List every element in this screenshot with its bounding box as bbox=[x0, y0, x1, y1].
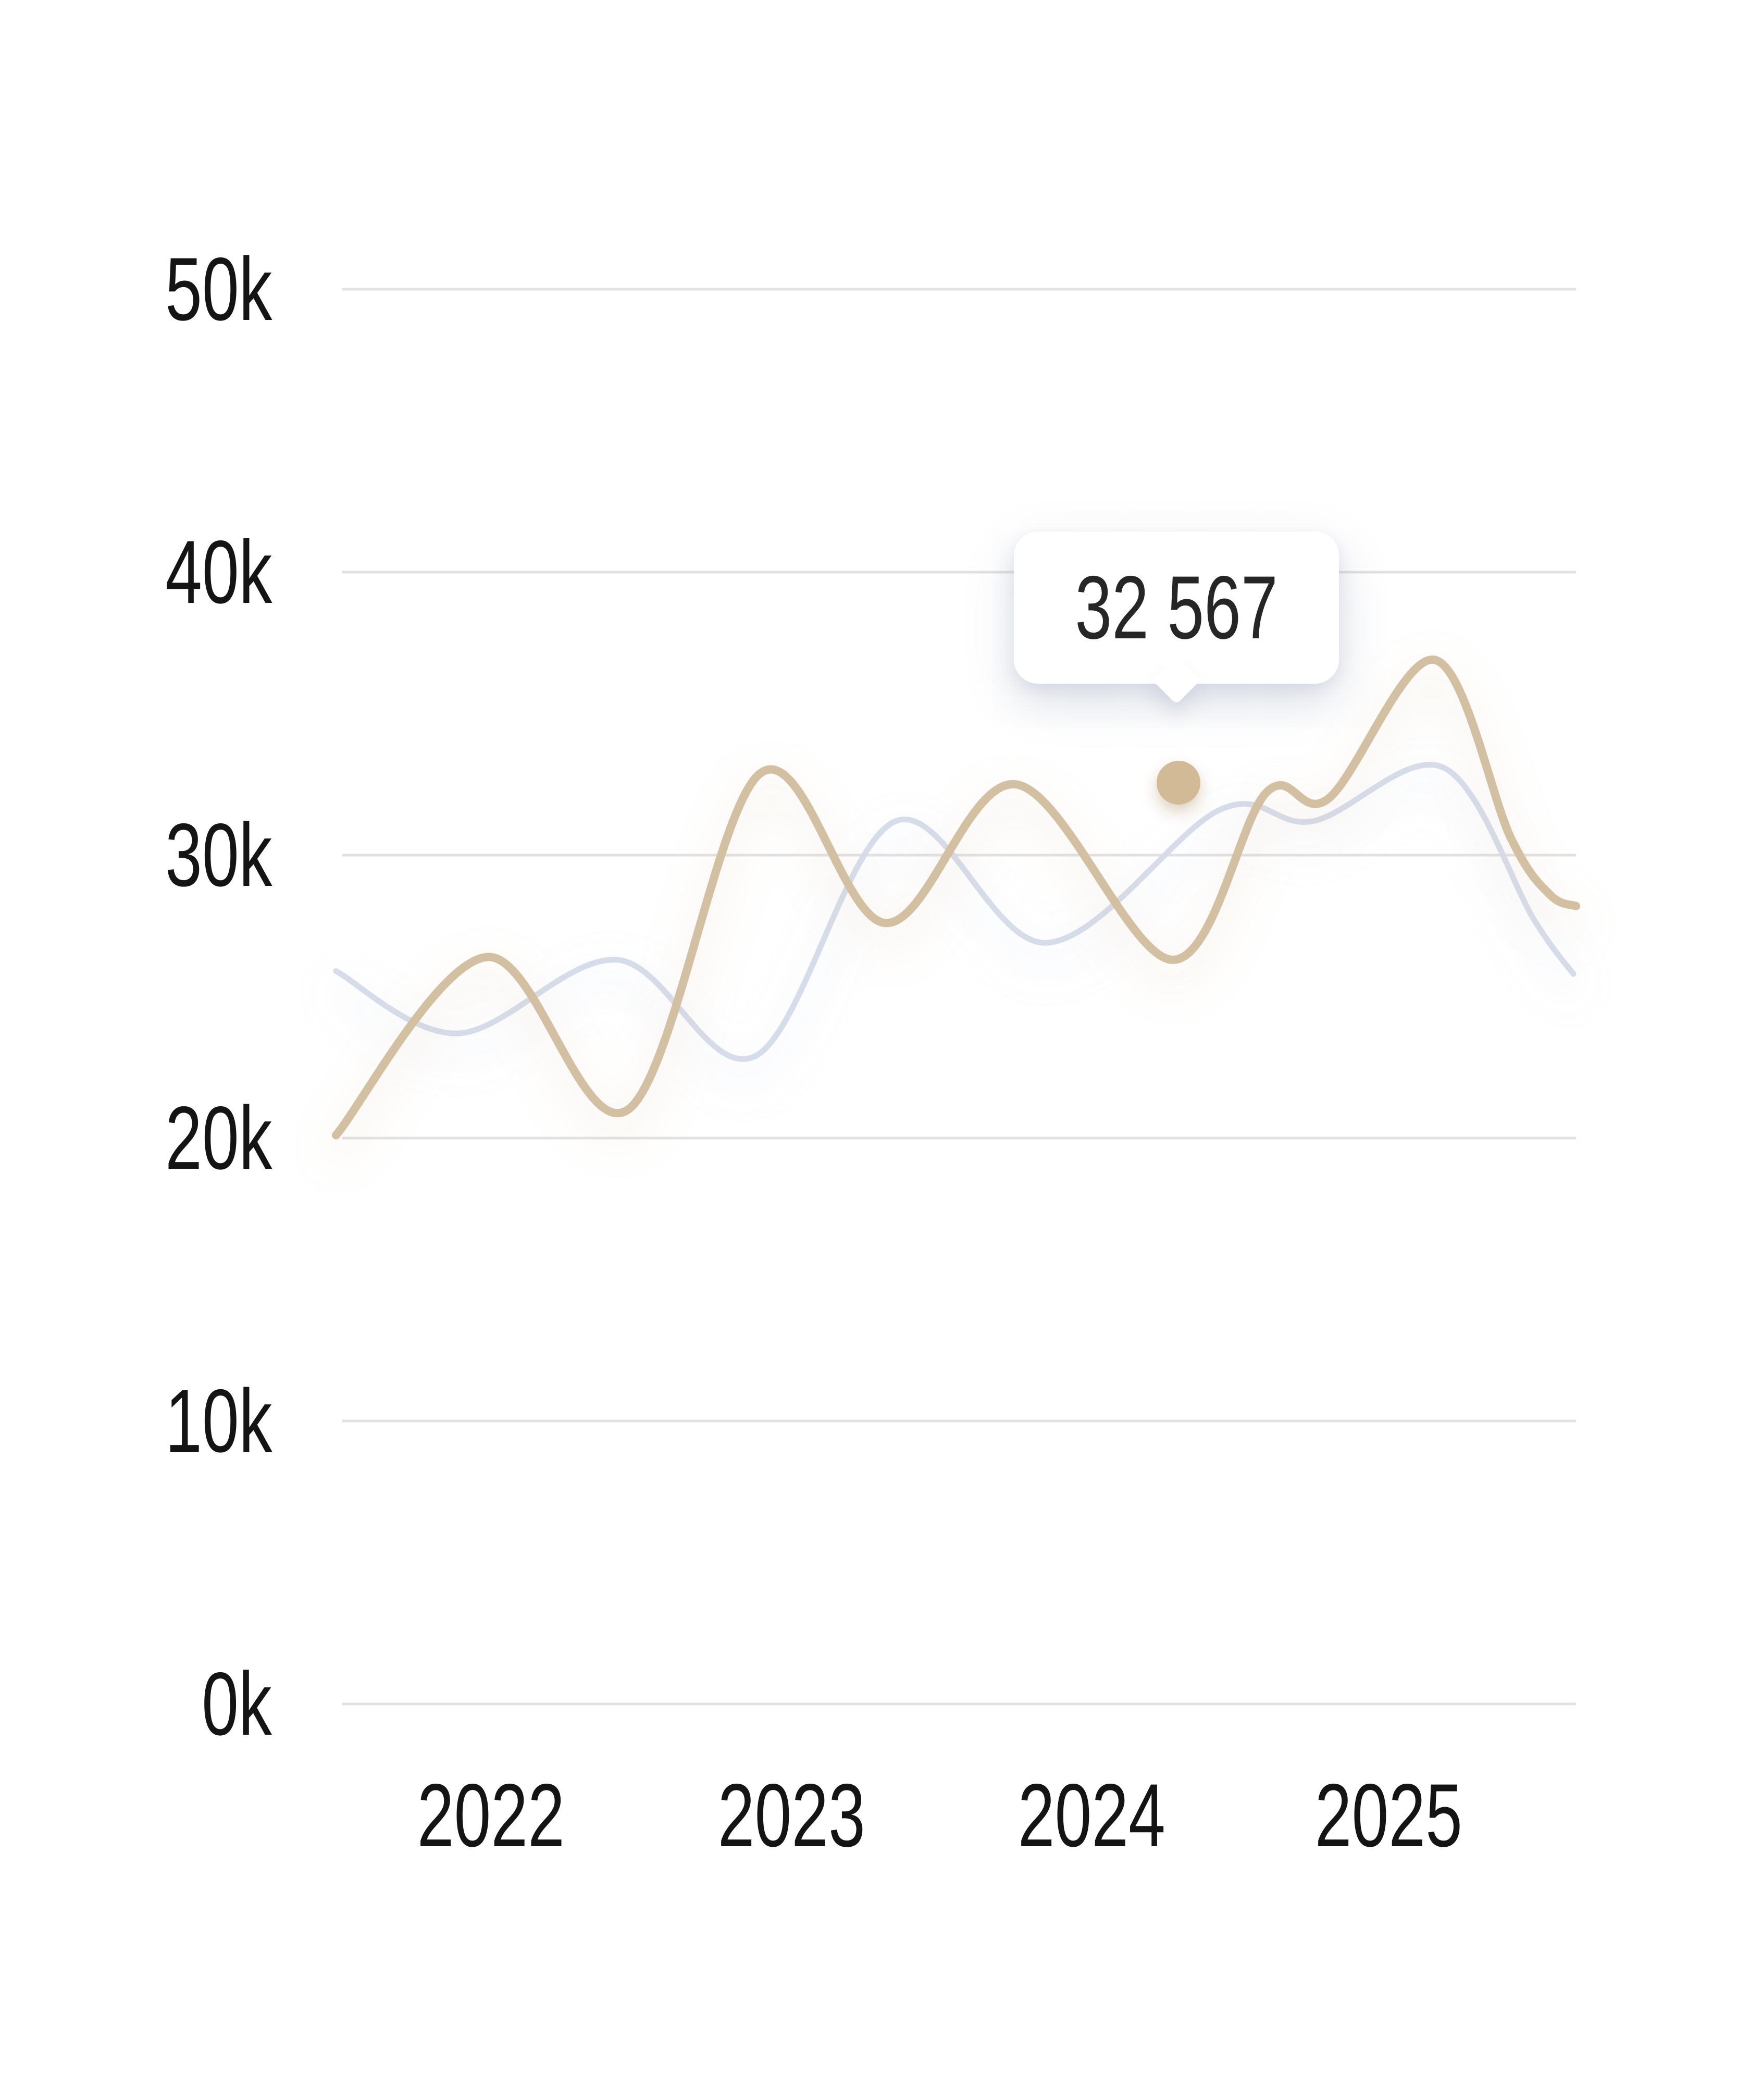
x-tick-label-2023: 2023 bbox=[717, 1765, 865, 1866]
tooltip: 32 567 bbox=[1014, 532, 1339, 705]
series-line-secondary-blue[interactable] bbox=[333, 761, 1577, 1062]
y-tick-label-0k: 0k bbox=[202, 1654, 272, 1754]
x-tick-label-2024: 2024 bbox=[1018, 1765, 1165, 1866]
x-tick-label-2025: 2025 bbox=[1314, 1765, 1462, 1866]
series-group bbox=[332, 656, 1580, 1140]
x-tick-label-2022: 2022 bbox=[417, 1765, 565, 1866]
y-tick-label-50k: 50k bbox=[165, 239, 272, 339]
y-tick-label-20k: 20k bbox=[165, 1088, 272, 1188]
gridlines-group bbox=[342, 288, 1576, 1706]
y-tick-label-30k: 30k bbox=[165, 805, 272, 905]
series-line-primary-gold[interactable] bbox=[332, 656, 1580, 1140]
tooltip-value: 32 567 bbox=[1075, 558, 1278, 658]
highlight-point-dot[interactable] bbox=[1157, 760, 1200, 805]
y-tick-label-10k: 10k bbox=[165, 1371, 272, 1471]
y-tick-label-40k: 40k bbox=[165, 522, 272, 622]
